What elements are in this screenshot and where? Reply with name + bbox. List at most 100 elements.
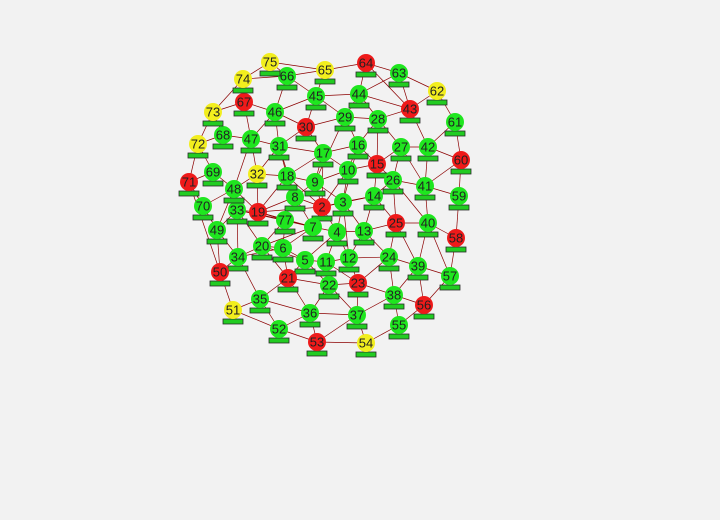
node-40[interactable]: 40 bbox=[417, 214, 439, 238]
node-66[interactable]: 66 bbox=[276, 67, 298, 91]
node-29[interactable]: 29 bbox=[334, 108, 356, 132]
node-47[interactable]: 47 bbox=[240, 130, 262, 154]
node-12[interactable]: 12 bbox=[338, 249, 360, 273]
node-4[interactable]: 4 bbox=[326, 223, 348, 247]
node-36[interactable]: 36 bbox=[299, 304, 321, 328]
node-72[interactable]: 72 bbox=[187, 135, 209, 159]
node-26[interactable]: 26 bbox=[382, 171, 404, 195]
node-16[interactable]: 16 bbox=[347, 136, 369, 160]
node-51[interactable]: 51 bbox=[222, 301, 244, 325]
node-9[interactable]: 9 bbox=[304, 173, 326, 197]
node-label: 22 bbox=[322, 278, 336, 293]
node-label: 40 bbox=[421, 216, 435, 231]
node-19[interactable]: 19 bbox=[247, 203, 269, 227]
edge-26-40 bbox=[392, 179, 429, 224]
node-44[interactable]: 44 bbox=[348, 85, 370, 109]
node-53[interactable]: 53 bbox=[306, 333, 328, 357]
node-bar bbox=[450, 168, 472, 175]
node-55[interactable]: 55 bbox=[388, 316, 410, 340]
node-46[interactable]: 46 bbox=[264, 103, 286, 127]
node-63[interactable]: 63 bbox=[388, 64, 410, 88]
node-35[interactable]: 35 bbox=[249, 290, 271, 314]
node-38[interactable]: 38 bbox=[383, 286, 405, 310]
node-bar bbox=[233, 110, 255, 117]
node-54[interactable]: 54 bbox=[355, 334, 377, 358]
node-30[interactable]: 30 bbox=[295, 118, 317, 142]
node-33[interactable]: 33 bbox=[226, 201, 248, 225]
node-2[interactable]: 2 bbox=[311, 198, 333, 222]
node-31[interactable]: 31 bbox=[268, 137, 290, 161]
node-61[interactable]: 61 bbox=[444, 113, 466, 137]
node-24[interactable]: 24 bbox=[378, 248, 400, 272]
node-39[interactable]: 39 bbox=[407, 257, 429, 281]
node-5[interactable]: 5 bbox=[294, 251, 316, 275]
node-60[interactable]: 60 bbox=[450, 151, 472, 175]
node-circle bbox=[355, 222, 373, 240]
node-58[interactable]: 58 bbox=[445, 229, 467, 253]
node-25[interactable]: 25 bbox=[385, 214, 407, 238]
node-49[interactable]: 49 bbox=[206, 221, 228, 245]
node-label: 13 bbox=[357, 224, 371, 239]
node-circle bbox=[249, 203, 267, 221]
node-71[interactable]: 71 bbox=[178, 173, 200, 197]
node-73[interactable]: 73 bbox=[202, 103, 224, 127]
node-circle bbox=[286, 188, 304, 206]
node-bar bbox=[232, 87, 254, 94]
node-label: 36 bbox=[303, 306, 317, 321]
node-8[interactable]: 8 bbox=[284, 188, 306, 212]
node-circle bbox=[308, 333, 326, 351]
node-17[interactable]: 17 bbox=[312, 144, 334, 168]
node-circle bbox=[446, 113, 464, 131]
node-42[interactable]: 42 bbox=[417, 138, 439, 162]
node-32[interactable]: 32 bbox=[246, 165, 268, 189]
node-circle bbox=[385, 286, 403, 304]
node-23[interactable]: 23 bbox=[347, 274, 369, 298]
node-41[interactable]: 41 bbox=[414, 177, 436, 201]
node-18[interactable]: 18 bbox=[276, 167, 298, 191]
node-56[interactable]: 56 bbox=[413, 296, 435, 320]
node-74[interactable]: 74 bbox=[232, 70, 254, 94]
node-43[interactable]: 43 bbox=[399, 100, 421, 124]
node-28[interactable]: 28 bbox=[367, 110, 389, 134]
node-22[interactable]: 22 bbox=[318, 276, 340, 300]
node-75[interactable]: 75 bbox=[259, 53, 281, 77]
node-77[interactable]: 77 bbox=[274, 211, 296, 235]
node-59[interactable]: 59 bbox=[448, 187, 470, 211]
node-64[interactable]: 64 bbox=[355, 54, 377, 78]
node-27[interactable]: 27 bbox=[390, 138, 412, 162]
node-label: 75 bbox=[263, 55, 277, 70]
node-34[interactable]: 34 bbox=[227, 248, 249, 272]
node-11[interactable]: 11 bbox=[315, 253, 337, 277]
node-circle bbox=[350, 85, 368, 103]
node-bar bbox=[445, 246, 467, 253]
node-13[interactable]: 13 bbox=[353, 222, 375, 246]
node-48[interactable]: 48 bbox=[223, 180, 245, 204]
node-3[interactable]: 3 bbox=[332, 193, 354, 217]
node-62[interactable]: 62 bbox=[426, 82, 448, 106]
node-37[interactable]: 37 bbox=[346, 306, 368, 330]
node-10[interactable]: 10 bbox=[337, 161, 359, 185]
node-67[interactable]: 67 bbox=[233, 93, 255, 117]
node-circle bbox=[357, 54, 375, 72]
node-20[interactable]: 20 bbox=[251, 237, 273, 261]
node-68[interactable]: 68 bbox=[212, 126, 234, 150]
node-14[interactable]: 14 bbox=[363, 187, 385, 211]
node-7[interactable]: 7 bbox=[302, 218, 324, 242]
node-70[interactable]: 70 bbox=[192, 197, 214, 221]
node-69[interactable]: 69 bbox=[202, 163, 224, 187]
node-6[interactable]: 6 bbox=[272, 239, 294, 263]
node-15[interactable]: 15 bbox=[366, 155, 388, 179]
node-65[interactable]: 65 bbox=[314, 61, 336, 85]
node-bar bbox=[272, 256, 294, 263]
node-57[interactable]: 57 bbox=[439, 267, 461, 291]
node-52[interactable]: 52 bbox=[268, 320, 290, 344]
node-50[interactable]: 50 bbox=[209, 263, 231, 287]
node-label: 5 bbox=[301, 253, 308, 268]
node-label: 50 bbox=[213, 265, 227, 280]
node-21[interactable]: 21 bbox=[277, 269, 299, 293]
node-bar bbox=[247, 220, 269, 227]
node-label: 70 bbox=[196, 199, 210, 214]
node-label: 38 bbox=[387, 288, 401, 303]
node-bar bbox=[347, 153, 369, 160]
node-45[interactable]: 45 bbox=[305, 87, 327, 111]
